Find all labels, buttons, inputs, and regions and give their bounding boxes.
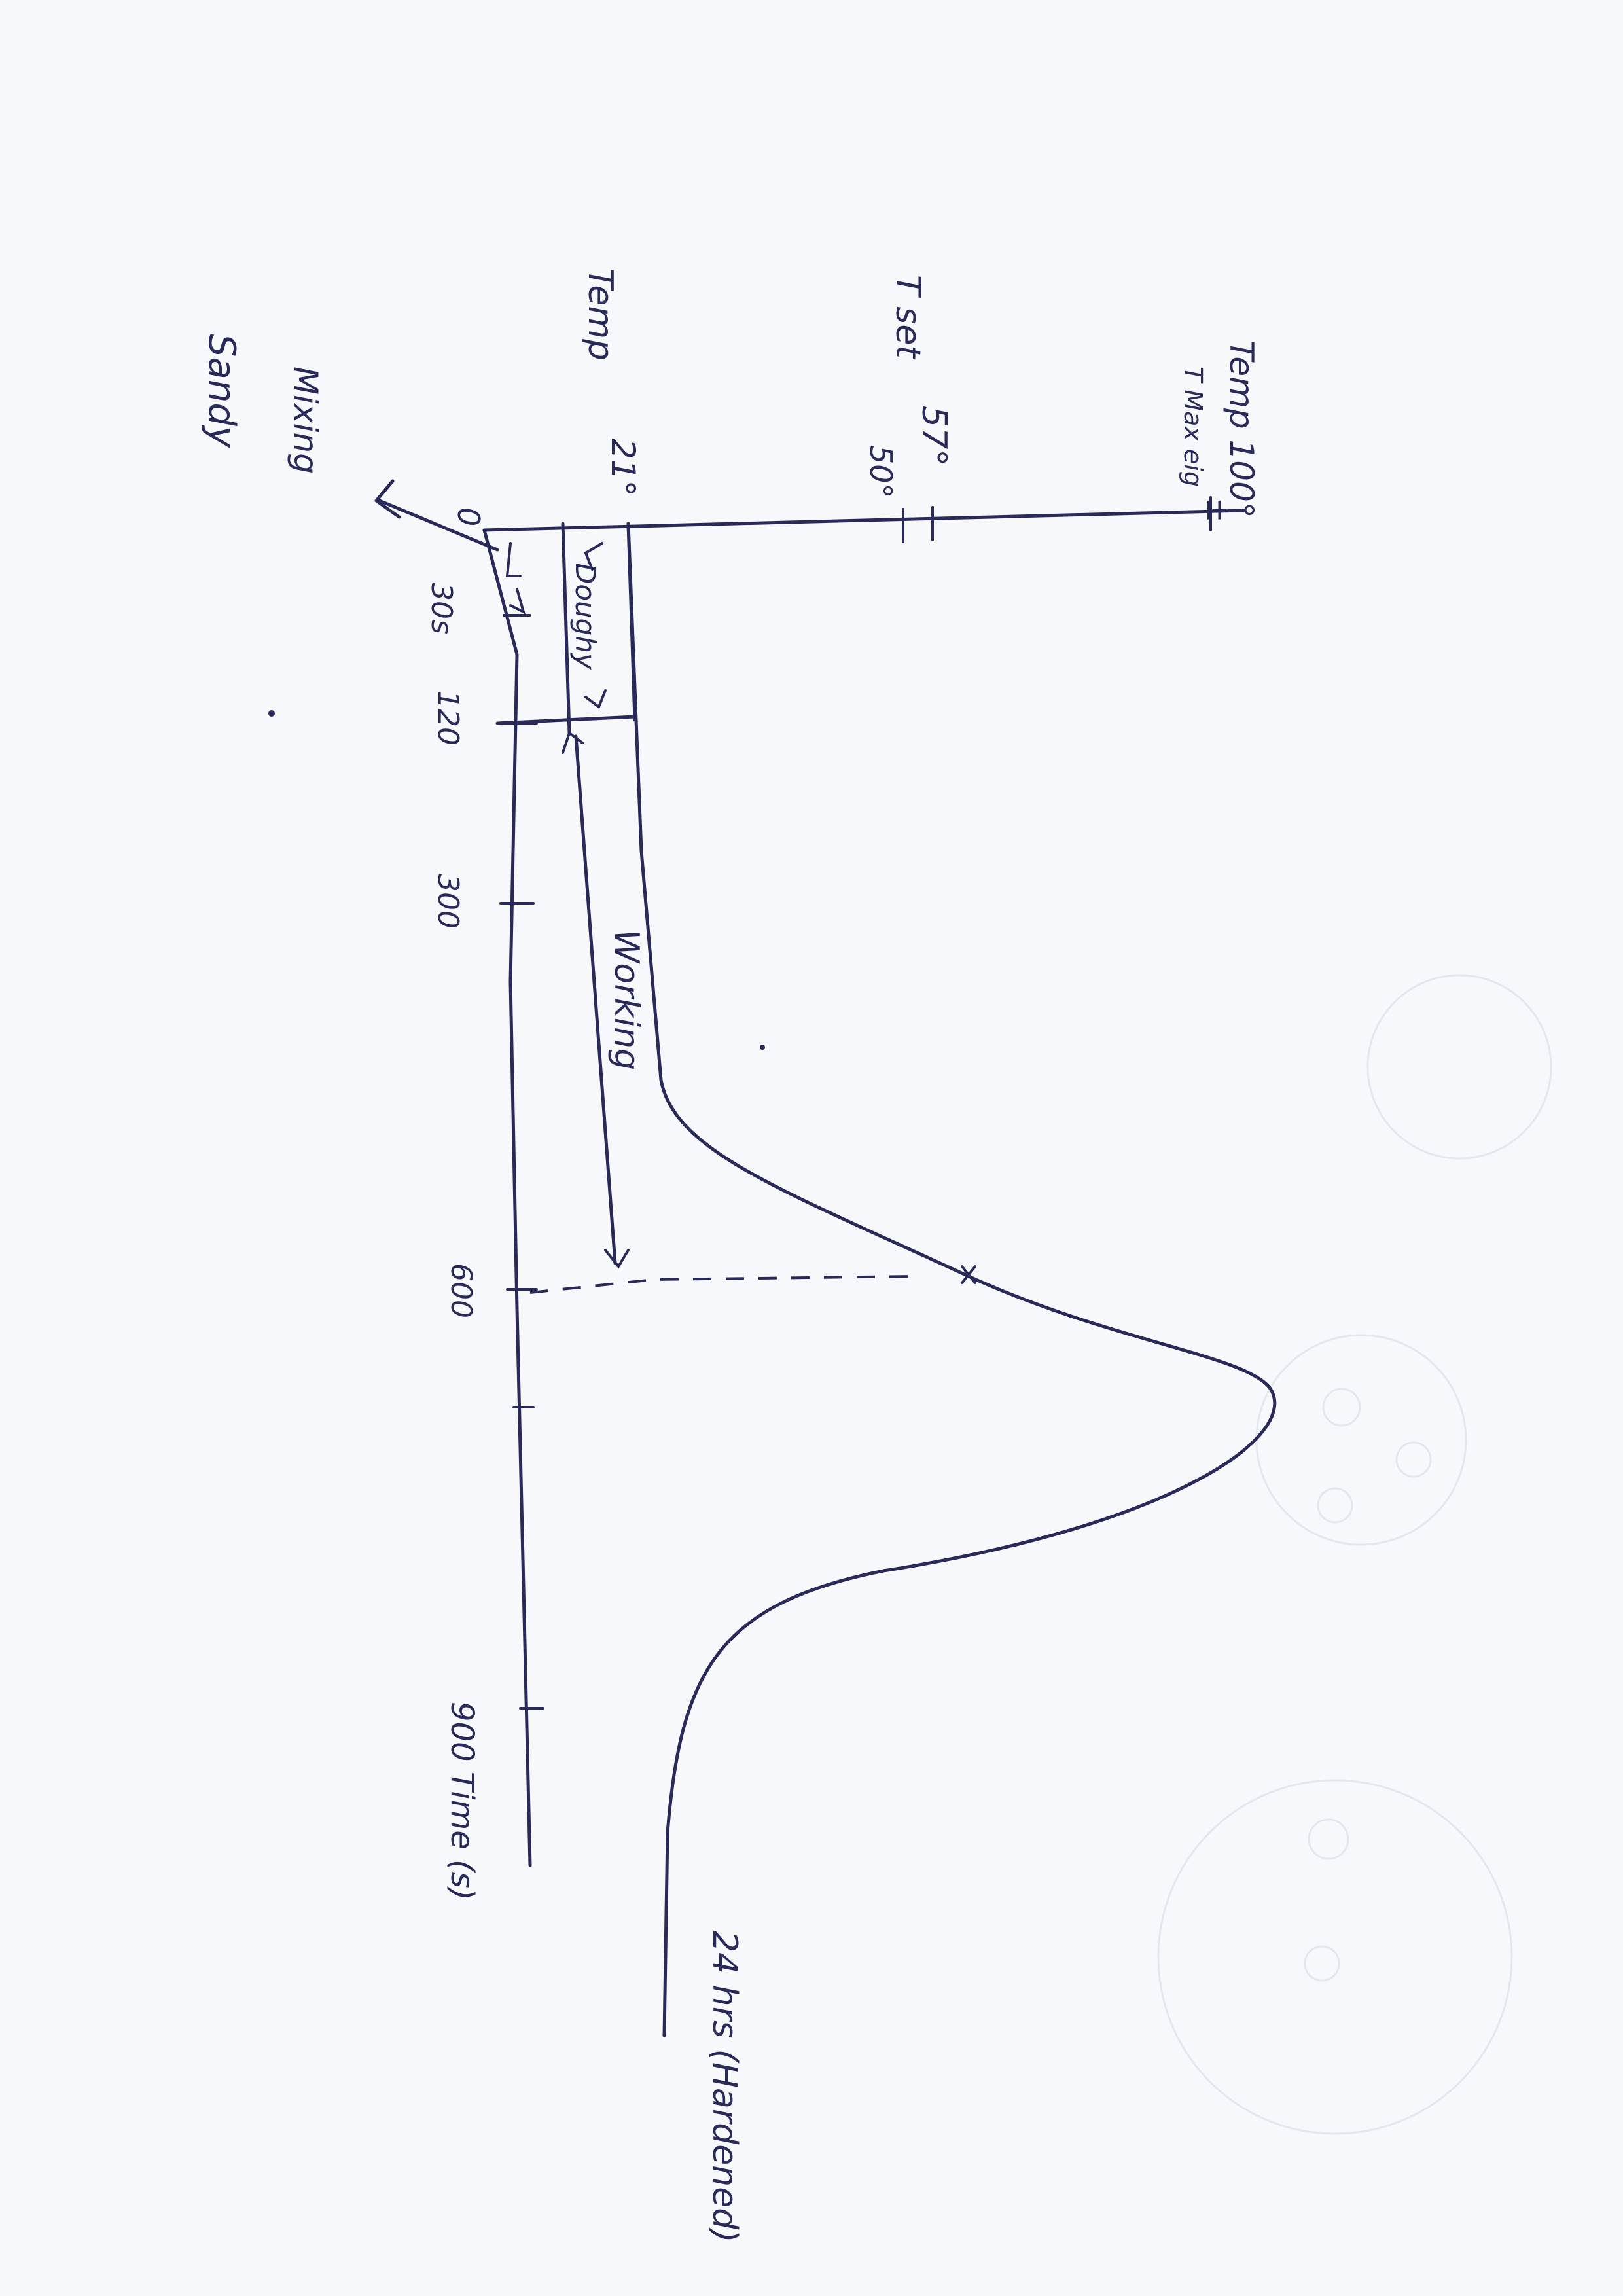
tick-600-label: 600 xyxy=(444,1263,478,1318)
temp-axis-label: Temp xyxy=(580,268,620,361)
doughy-right-line xyxy=(626,522,637,722)
temp-21-label: 21° xyxy=(604,439,642,497)
time-axis-arrowhead xyxy=(374,479,401,519)
tick-120-label: 120 xyxy=(431,691,465,745)
t-set-value: 57° xyxy=(914,406,954,466)
doughy-arrow-bottom xyxy=(584,689,607,709)
mixing-arrow-bottom xyxy=(509,588,526,615)
dashed-600-guide xyxy=(529,1275,917,1294)
doughy-arrow-top xyxy=(584,542,603,571)
doughy-left-line xyxy=(561,522,571,735)
temp-100-label: Temp 100° xyxy=(1222,340,1260,518)
time-axis-arrow-line xyxy=(378,499,499,552)
doughy-label: Doughy xyxy=(569,563,601,670)
mixing-arrow-top xyxy=(505,542,522,577)
working-arrow-line xyxy=(574,734,617,1265)
t-max-mark: ± xyxy=(1200,497,1236,523)
scan-dot xyxy=(760,1045,765,1050)
hardened-label: 24 hrs (Hardened) xyxy=(705,1931,744,2243)
labels: Temp 100° T Max eig ± T set 57° 50° Temp… xyxy=(200,268,1260,2243)
tick-900-time-label: 900 Time (s) xyxy=(444,1702,480,1901)
t-set-label: T set xyxy=(888,275,927,359)
doughy-end-line xyxy=(495,715,637,725)
tick-300-label: 300 xyxy=(431,874,465,929)
sandy-label: Sandy xyxy=(200,334,243,448)
mixing-label: Mixing xyxy=(287,367,325,474)
origin-label: 0 xyxy=(451,507,486,526)
working-label: Working xyxy=(607,929,646,1070)
t-50-value: 50° xyxy=(863,445,899,499)
tick-30s-label: 30s xyxy=(425,583,458,634)
time-axis xyxy=(482,528,532,1867)
background-watermark xyxy=(1157,974,1552,2135)
temperature-axis xyxy=(482,509,1245,532)
working-arrow-bottom xyxy=(604,1249,630,1269)
scan-dot xyxy=(268,710,275,717)
temperature-curve xyxy=(626,522,1277,2037)
set-point-marker xyxy=(961,1265,976,1284)
working-arrow-top xyxy=(562,730,584,754)
t-max-label: T Max eig xyxy=(1179,367,1207,487)
